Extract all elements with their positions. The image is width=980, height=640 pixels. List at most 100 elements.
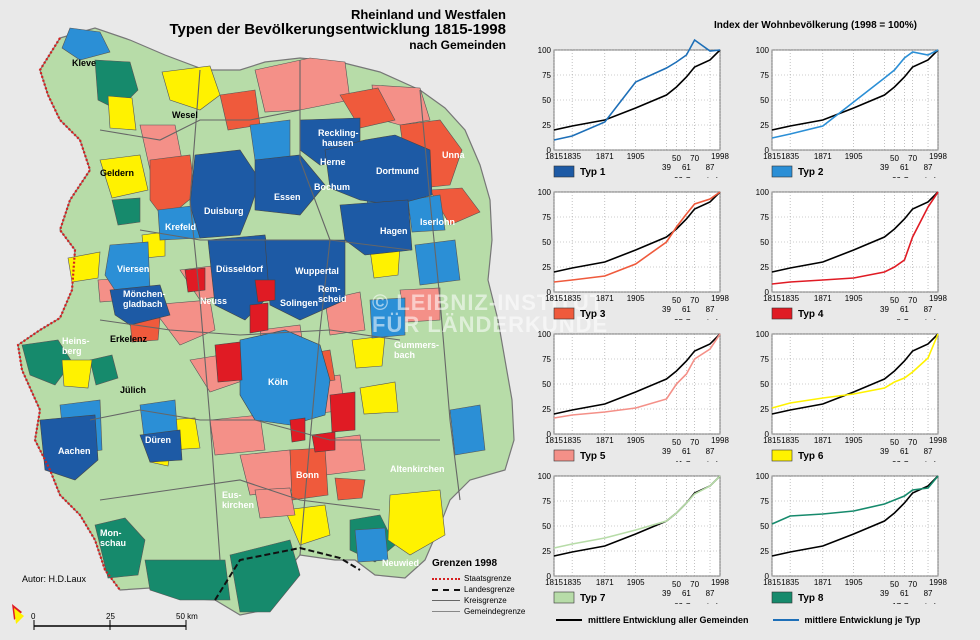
x-tick-label: 39 — [662, 305, 671, 314]
city-label: Krefeld — [165, 222, 196, 232]
x-tick-label: 1835 — [781, 152, 799, 161]
type-name: Typ 5 — [580, 451, 606, 462]
x-tick-label: 39 — [880, 163, 889, 172]
city-label: Jülich — [120, 385, 146, 395]
x-tick-label: 50 — [890, 580, 899, 589]
legend-label: Gemeindegrenze — [464, 607, 526, 616]
y-tick-label: 0 — [765, 288, 770, 297]
type-name: Typ 2 — [798, 167, 824, 178]
district-borders — [89, 60, 461, 561]
type-swatch — [553, 165, 575, 178]
city-label: Düsseldorf — [216, 264, 264, 274]
city-label: berg — [62, 346, 82, 356]
x-tick-label: 61 — [900, 447, 909, 456]
x-tick-label: 1815 — [545, 578, 563, 587]
x-tick-label: 1815 — [763, 578, 781, 587]
city-label: Neuss — [200, 296, 227, 306]
legend-row-municipality: Gemeindegrenze — [432, 606, 542, 617]
y-tick-label: 50 — [542, 522, 551, 531]
chart-typ-7: 0 25 50 75 100 1815 1835 1871 1905 1998 39 50 61 70 87… — [532, 464, 747, 611]
city-label: gladbach — [123, 299, 163, 309]
series-line-all — [553, 49, 721, 131]
chart-typ-2: 0 25 50 75 100 1815 1835 1871 1905 1998 39 50 61 70 87… — [750, 38, 965, 185]
type-swatch — [771, 591, 793, 604]
y-tick-label: 0 — [765, 430, 770, 439]
line-swatch-all — [556, 619, 582, 621]
x-tick-label: 1905 — [845, 294, 863, 303]
city-label: Heins- — [62, 336, 90, 346]
y-tick-label: 75 — [760, 355, 769, 364]
city-label: Wesel — [172, 110, 198, 120]
x-tick-label: 1835 — [781, 436, 799, 445]
series-line-type — [771, 475, 939, 525]
y-tick-label: 25 — [760, 405, 769, 414]
x-tick-label: 1815 — [545, 436, 563, 445]
line-legend: mittlere Entwicklung aller Gemeinden mit… — [556, 615, 976, 625]
line-legend-type: mittlere Entwicklung je Typ — [772, 615, 920, 625]
border-legend-title: Grenzen 1998 — [432, 558, 498, 569]
city-label: Bochum — [314, 182, 350, 192]
type-swatch — [553, 591, 575, 604]
x-tick-label: 70 — [908, 580, 917, 589]
city-label: schau — [100, 538, 126, 548]
x-tick-label: 50 — [672, 154, 681, 163]
x-tick-label: 1871 — [596, 578, 614, 587]
x-tick-label: 87 — [924, 305, 933, 314]
city-label: Neuwied — [382, 558, 419, 568]
type-name: Typ 4 — [798, 309, 824, 320]
x-tick-label: 1998 — [711, 578, 729, 587]
city-label: Düren — [145, 435, 171, 445]
city-label: Kleve — [72, 58, 96, 68]
city-label: Rem- — [318, 284, 341, 294]
y-tick-label: 50 — [760, 522, 769, 531]
x-tick-label: 70 — [908, 438, 917, 447]
series-line-type — [771, 49, 939, 139]
x-tick-label: 1998 — [711, 436, 729, 445]
index-title: Index der Wohnbevölkerung (1998 = 100%) — [714, 20, 917, 31]
x-tick-label: 1815 — [763, 436, 781, 445]
city-label: Köln — [268, 377, 288, 387]
y-tick-label: 100 — [756, 330, 770, 339]
x-tick-label: 50 — [672, 438, 681, 447]
scale-bar: 0 25 50 km — [12, 604, 198, 630]
y-tick-label: 25 — [542, 263, 551, 272]
series-line-all — [771, 191, 939, 273]
series-line-all — [553, 333, 721, 415]
x-tick-label: 1998 — [711, 294, 729, 303]
line-swatch-type — [772, 619, 799, 621]
x-tick-label: 87 — [924, 163, 933, 172]
x-tick-label: 61 — [682, 589, 691, 598]
y-tick-label: 75 — [542, 497, 551, 506]
city-label: Aachen — [58, 446, 91, 456]
x-tick-label: 70 — [690, 296, 699, 305]
legend-label: Landesgrenze — [464, 585, 515, 594]
y-tick-label: 75 — [760, 213, 769, 222]
city-labels: Kleve Wesel Geldern Reckling- hausen Her… — [58, 58, 465, 568]
x-tick-label: 70 — [690, 154, 699, 163]
city-label: Hagen — [380, 226, 408, 236]
legend-row-national: Staatsgrenze — [432, 573, 542, 584]
series-line-type — [553, 333, 721, 419]
typ4-areas — [184, 267, 356, 453]
city-label: hausen — [322, 138, 354, 148]
city-label: Gummers- — [394, 340, 439, 350]
type-swatch — [771, 307, 793, 320]
y-tick-label: 50 — [542, 96, 551, 105]
y-tick-label: 75 — [760, 497, 769, 506]
type-name: Typ 3 — [580, 309, 606, 320]
x-tick-label: 1835 — [563, 294, 581, 303]
y-tick-label: 25 — [760, 263, 769, 272]
city-label: Bonn — [296, 470, 319, 480]
x-tick-label: 39 — [880, 447, 889, 456]
x-tick-label: 1998 — [929, 578, 947, 587]
city-label: Mon- — [100, 528, 122, 538]
x-tick-label: 61 — [682, 447, 691, 456]
x-tick-label: 61 — [900, 589, 909, 598]
series-line-all — [771, 333, 939, 415]
type-caption: 35 Gemeinden — [674, 318, 727, 320]
type-caption: 22 Gemeinden — [673, 176, 727, 178]
x-tick-label: 39 — [880, 305, 889, 314]
scale-label: 25 — [106, 612, 115, 621]
x-tick-label: 50 — [672, 296, 681, 305]
city-label: Dortmund — [376, 166, 419, 176]
